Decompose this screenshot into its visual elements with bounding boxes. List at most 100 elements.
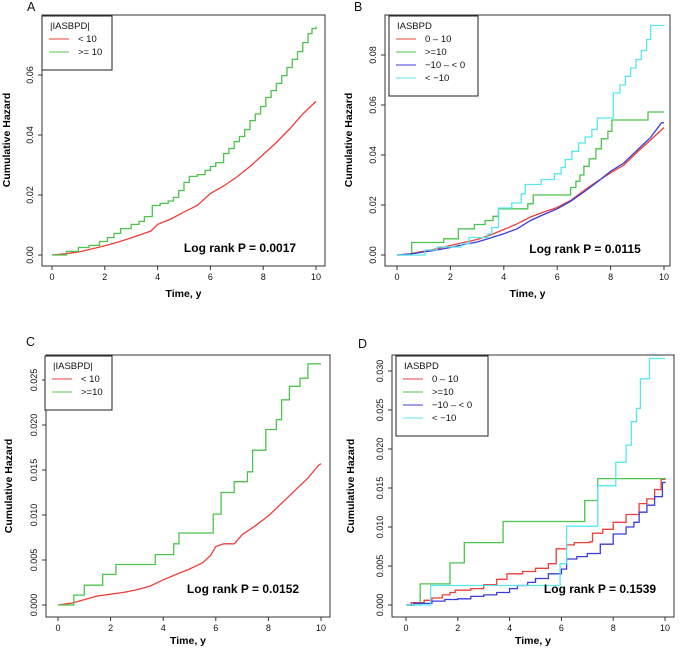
- x-tick-label: 10: [660, 623, 670, 633]
- x-tick-label: 2: [455, 623, 460, 633]
- legend-item-label: < 10: [81, 374, 100, 385]
- y-axis-title: Cumulative Hazard: [345, 439, 357, 534]
- x-tick-label: 8: [266, 623, 271, 633]
- legend-item-label: < 10: [78, 34, 97, 45]
- panel-C: C 0 2 4 6 8 10 0.000 0.005 0.010 0.015 0.020 0.025 Ti…: [0, 325, 342, 651]
- x-tick-label: 4: [507, 623, 512, 633]
- series-line--10: [397, 24, 664, 256]
- plot-box: [384, 14, 671, 267]
- x-tick-label: 8: [608, 272, 613, 282]
- series-line-0-10: [396, 127, 665, 256]
- panel-b-chart: B 0 2 4 6 8 10 0.00 0.02 0.04 0.06 0.08 Time, y Cumul…: [343, 0, 671, 300]
- x-axis-title: Time, y: [170, 635, 206, 647]
- panel-label-B: B: [354, 0, 362, 14]
- legend-item-label: −10 – < 0: [432, 400, 472, 411]
- y-tick-label: 0.025: [375, 399, 385, 422]
- x-tick-label: 4: [155, 272, 160, 282]
- panel-label-D: D: [358, 337, 367, 351]
- panel-A: A 0 2 4 6 8 10 0.00 0.02 0.04 0.06 Time, y Cumulativ…: [0, 0, 342, 325]
- y-tick-label: 0.010: [29, 504, 39, 527]
- legend-item-label: −10 – < 0: [425, 60, 465, 71]
- y-axis-title: Cumulative Hazard: [343, 93, 355, 188]
- x-tick-label: 10: [311, 272, 321, 282]
- plot-box: [391, 354, 675, 618]
- x-tick-label: 6: [555, 272, 560, 282]
- x-tick-label: 10: [659, 272, 669, 282]
- legend-title: IASBPD: [397, 21, 432, 32]
- panel-label-A: A: [27, 0, 36, 14]
- series-line--10: [406, 357, 665, 606]
- log-rank-p-annotation: Log rank P = 0.0115: [529, 242, 641, 256]
- y-tick-label: 0.02: [368, 196, 378, 214]
- x-tick-label: 6: [559, 623, 564, 633]
- y-tick-label: 0.020: [375, 438, 385, 461]
- x-tick-label: 8: [611, 623, 616, 633]
- legend-item-label: >=10: [425, 47, 447, 58]
- x-tick-label: 2: [108, 623, 113, 633]
- series-line--10: [51, 100, 317, 256]
- y-tick-label: 0.000: [375, 594, 385, 617]
- y-tick-label: 0.04: [25, 126, 35, 144]
- x-tick-label: 4: [161, 623, 166, 633]
- legend-item-label: 0 – 10: [425, 34, 451, 45]
- x-tick-label: 4: [501, 272, 506, 282]
- legend-item-label: 0 – 10: [432, 374, 458, 385]
- x-tick-label: 10: [316, 623, 326, 633]
- log-rank-p-annotation: Log rank P = 0.0152: [187, 582, 299, 596]
- x-tick-label: 0: [394, 272, 399, 282]
- panel-B: B 0 2 4 6 8 10 0.00 0.02 0.04 0.06 0.08 Time, y Cumul…: [342, 0, 685, 325]
- y-tick-label: 0.06: [368, 96, 378, 114]
- y-axis-title: Cumulative Hazard: [3, 439, 15, 534]
- panel-a-chart: A 0 2 4 6 8 10 0.00 0.02 0.04 0.06 Time, y Cumulativ…: [1, 0, 326, 300]
- legend-box: [41, 15, 113, 71]
- x-tick-label: 0: [49, 272, 54, 282]
- log-rank-p-annotation: Log rank P = 0.0017: [184, 241, 296, 255]
- y-tick-label: 0.000: [29, 594, 39, 617]
- y-tick-label: 0.04: [368, 146, 378, 164]
- plot-box: [41, 14, 326, 267]
- legend-box: [395, 355, 489, 437]
- panel-d-chart: D 0 2 4 6 8 10 0.000 0.005 0.010 0.015 0.020 0.025 0.…: [345, 337, 675, 647]
- panel-label-C: C: [26, 335, 35, 349]
- log-rank-p-annotation: Log rank P = 0.1539: [544, 582, 656, 596]
- series-line--10: [57, 463, 322, 606]
- y-tick-label: 0.08: [368, 46, 378, 64]
- x-tick-label: 0: [55, 623, 60, 633]
- legend-box: [44, 355, 113, 411]
- legend-title: |IASBPD|: [53, 361, 93, 372]
- series-line--10-0: [396, 121, 665, 256]
- legend-item-label: >=10: [81, 387, 103, 398]
- y-axis-title: Cumulative Hazard: [1, 93, 13, 188]
- series-line--10: [52, 26, 317, 256]
- y-tick-label: 0.005: [375, 555, 385, 578]
- legend-title: |IASBPD|: [50, 21, 90, 32]
- series-line--10-0: [406, 481, 666, 606]
- legend-box: [388, 15, 479, 97]
- panel-c-chart: C 0 2 4 6 8 10 0.000 0.005 0.010 0.015 0.020 0.025 Ti…: [3, 335, 331, 647]
- panel-D: D 0 2 4 6 8 10 0.000 0.005 0.010 0.015 0.020 0.025 0.…: [342, 325, 685, 651]
- y-tick-label: 0.020: [29, 414, 39, 437]
- y-tick-label: 0.025: [29, 369, 39, 392]
- y-tick-label: 0.015: [29, 459, 39, 482]
- legend-item-label: >=10: [432, 387, 454, 398]
- y-tick-label: 0.00: [25, 246, 35, 264]
- x-tick-label: 8: [261, 272, 266, 282]
- legend-item-label: < −10: [425, 73, 449, 84]
- x-tick-label: 6: [213, 623, 218, 633]
- legend-item-label: < −10: [432, 413, 456, 424]
- y-tick-label: 0.015: [375, 477, 385, 500]
- x-tick-label: 2: [102, 272, 107, 282]
- series-line--10: [397, 111, 664, 256]
- x-axis-title: Time, y: [515, 635, 551, 647]
- series-line--10: [58, 363, 321, 606]
- y-tick-label: 0.005: [29, 549, 39, 572]
- y-tick-label: 0.06: [25, 66, 35, 84]
- x-axis-title: Time, y: [166, 288, 202, 300]
- plot-box: [45, 354, 331, 618]
- legend-item-label: >= 10: [78, 47, 102, 58]
- y-tick-label: 0.02: [25, 186, 35, 204]
- series-line-0-10: [406, 477, 666, 606]
- y-tick-label: 0.010: [375, 516, 385, 539]
- legend-title: IASBPD: [404, 361, 439, 372]
